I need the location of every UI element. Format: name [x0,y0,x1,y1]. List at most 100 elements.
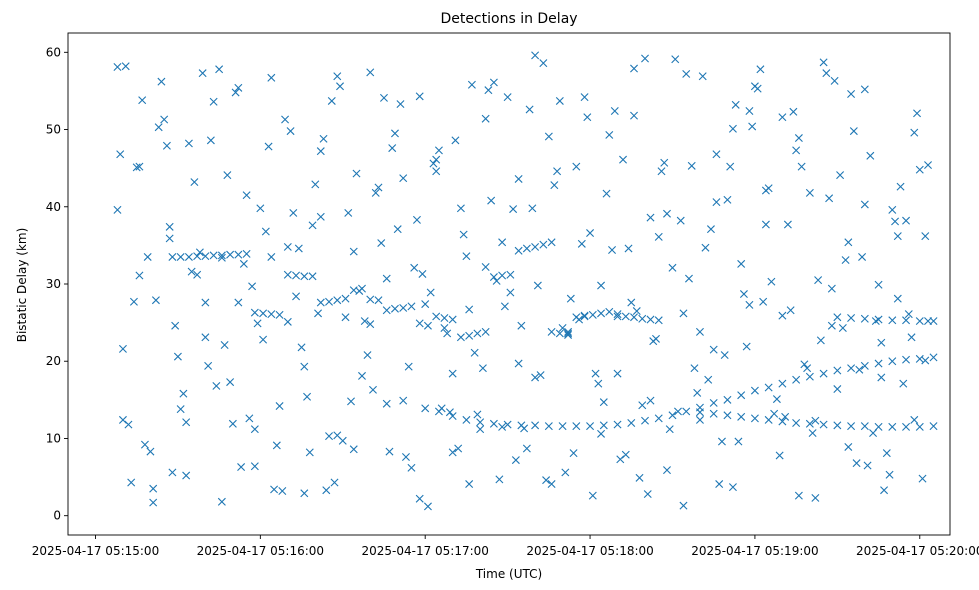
detection-point [445,408,454,417]
detection-point [808,429,817,438]
detection-point [756,65,765,74]
detection-point [792,419,801,428]
detection-point [443,329,452,338]
detection-point [308,221,317,230]
detection-point [292,271,301,280]
detection-point [833,313,842,322]
detection-point [465,480,474,489]
detection-point [874,315,883,324]
detection-point [281,115,290,124]
detection-point [374,183,383,192]
detection-point [539,240,548,249]
detection-point [737,412,746,421]
detection-point [816,336,825,345]
detection-point [256,204,265,213]
detection-point [860,314,869,323]
detection-point [572,313,581,322]
detection-point [742,342,751,351]
detection-point [599,421,608,430]
detection-point [836,171,845,180]
detection-point [448,448,457,457]
detection-point [597,309,606,318]
detection-point [910,128,919,137]
detection-point [880,486,889,495]
detection-point [679,501,688,510]
detection-point [237,463,246,472]
detection-point [473,410,482,419]
detection-point [138,96,147,105]
detection-point [149,498,158,507]
detection-point [825,194,834,203]
detection-point [921,232,930,241]
y-axis: 0 10 20 30 40 50 60 [46,45,68,523]
detection-point [902,355,911,364]
detection-point [514,246,523,255]
detection-point [915,422,924,431]
detection-point [929,422,938,431]
detection-point [223,171,232,180]
detection-point [827,321,836,330]
detection-point [858,252,867,261]
detection-point [467,80,476,89]
x-axis-label: Time (UTC) [475,567,542,581]
detection-point [720,351,729,360]
detection-point [283,317,292,326]
detection-point [668,263,677,272]
detection-point [613,369,622,378]
detection-point [476,418,485,427]
detection-point [632,307,641,316]
detection-point [761,220,770,229]
detection-point [498,238,507,247]
detection-point [783,220,792,229]
detection-point [899,379,908,388]
detection-point [261,227,270,236]
detection-point [418,269,427,278]
detection-point [369,385,377,394]
detection-point [454,444,463,453]
detection-point [533,281,542,290]
detection-point [319,134,328,143]
detection-point [728,124,737,133]
detection-point [860,85,869,94]
detection-point [283,242,292,251]
detection-point [668,411,677,420]
detection-point [665,425,674,434]
detection-point [176,405,185,414]
detection-point [586,422,595,431]
detection-point [259,335,268,344]
detection-point [481,327,490,336]
x-tick-label: 2025-04-17 05:19:00 [691,544,818,558]
detection-point [349,445,358,454]
detection-point [838,324,847,333]
detection-point [847,364,856,373]
detection-point [154,123,163,132]
detection-point [294,244,303,253]
y-tick-label: 40 [46,200,61,214]
detection-point [849,127,858,136]
detection-point [151,296,160,305]
detection-point [432,155,441,164]
detection-point [888,422,897,431]
detection-point [580,311,589,320]
detection-point [358,371,366,380]
detection-point [434,146,443,155]
detection-point [882,449,891,458]
detection-point [561,468,570,477]
detection-point [209,97,218,106]
detection-point [737,391,746,400]
detection-point [390,129,399,138]
detection-point [143,252,152,261]
detection-point [929,353,938,362]
detection-point [415,494,424,503]
detection-point [393,225,402,234]
detection-point [885,470,894,479]
detection-point [572,422,581,431]
chart-title: Detections in Delay [440,11,577,27]
y-tick-label: 20 [46,354,61,368]
detection-point [893,294,902,303]
detection-point [690,364,699,373]
detection-point [193,252,202,261]
detection-point [553,167,562,176]
detection-point [481,263,490,271]
